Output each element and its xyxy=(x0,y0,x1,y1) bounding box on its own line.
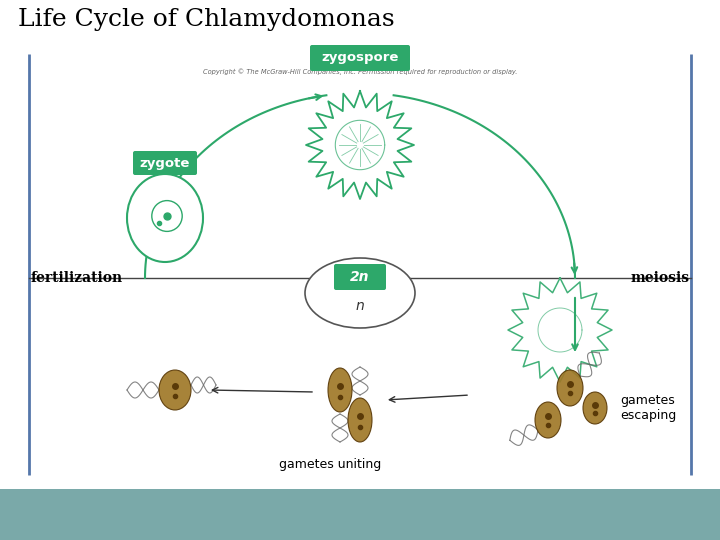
Bar xyxy=(29,54,691,475)
Ellipse shape xyxy=(328,368,352,412)
FancyBboxPatch shape xyxy=(310,45,410,71)
FancyBboxPatch shape xyxy=(334,264,386,290)
Polygon shape xyxy=(508,278,612,382)
Text: 2n: 2n xyxy=(350,270,370,284)
Ellipse shape xyxy=(348,398,372,442)
FancyBboxPatch shape xyxy=(133,151,197,175)
Text: gametes uniting: gametes uniting xyxy=(279,458,381,471)
Ellipse shape xyxy=(557,370,583,406)
Text: n: n xyxy=(356,299,364,313)
Ellipse shape xyxy=(127,174,203,262)
Text: meiosis: meiosis xyxy=(630,271,689,285)
Ellipse shape xyxy=(535,402,561,438)
Polygon shape xyxy=(306,91,414,199)
Text: fertilization: fertilization xyxy=(31,271,123,285)
Text: zygospore: zygospore xyxy=(321,51,399,64)
Text: Copyright © The McGraw-Hill Companies, Inc. Permission required for reproduction: Copyright © The McGraw-Hill Companies, I… xyxy=(203,68,517,75)
Ellipse shape xyxy=(159,370,191,410)
Text: gametes
escaping: gametes escaping xyxy=(620,394,676,422)
Text: Life Cycle of Chlamydomonas: Life Cycle of Chlamydomonas xyxy=(18,8,395,31)
Ellipse shape xyxy=(583,392,607,424)
Bar xyxy=(0,489,720,540)
Ellipse shape xyxy=(305,258,415,328)
Ellipse shape xyxy=(152,200,182,232)
Text: zygote: zygote xyxy=(140,157,190,170)
